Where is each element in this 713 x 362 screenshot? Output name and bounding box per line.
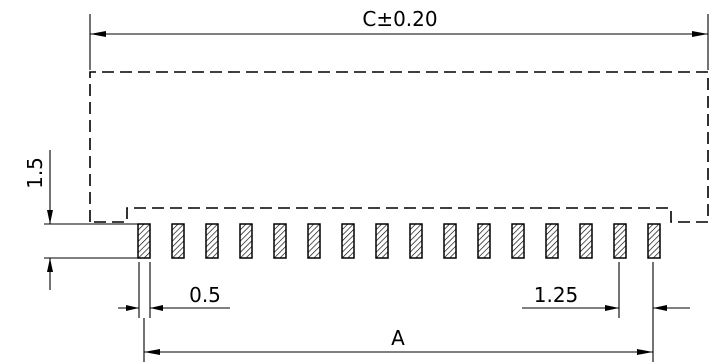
height-arrow-bottom — [47, 258, 53, 272]
pad — [171, 223, 185, 259]
pad — [137, 223, 151, 259]
dimension-a: A — [143, 318, 654, 362]
pad — [307, 223, 321, 259]
a-arrow-right — [637, 349, 653, 355]
c-arrow-right — [692, 31, 708, 37]
pad — [443, 223, 457, 259]
pitch-arrow-left — [605, 305, 619, 311]
pitch-label: 1.25 — [534, 283, 579, 307]
c-arrow-left — [90, 31, 106, 37]
pad — [613, 223, 627, 259]
pad — [409, 223, 423, 259]
pad-width-arrow-left — [126, 305, 139, 311]
pad — [647, 223, 661, 259]
pad — [545, 223, 559, 259]
height-dimension-label: 1.5 — [23, 157, 47, 189]
pad-width-arrow-right — [150, 305, 163, 311]
c-dimension-label: C±0.20 — [362, 7, 437, 31]
pad — [375, 223, 389, 259]
housing-outline — [89, 71, 709, 223]
height-arrow-top — [47, 210, 53, 224]
pad — [511, 223, 525, 259]
a-arrow-left — [144, 349, 160, 355]
dimension-pad-width: 0.5 — [118, 262, 230, 318]
pad — [579, 223, 593, 259]
pad — [341, 223, 355, 259]
dimension-pitch: 1.25 — [522, 262, 690, 318]
pad-width-label: 0.5 — [189, 283, 221, 307]
pad-row — [137, 223, 661, 259]
a-dimension-label: A — [391, 326, 405, 350]
pad — [239, 223, 253, 259]
dimension-c: C±0.20 — [89, 7, 709, 70]
pad — [273, 223, 287, 259]
pad — [477, 223, 491, 259]
pitch-arrow-right — [653, 305, 667, 311]
dimension-height: 1.5 — [23, 150, 142, 290]
pad — [205, 223, 219, 259]
